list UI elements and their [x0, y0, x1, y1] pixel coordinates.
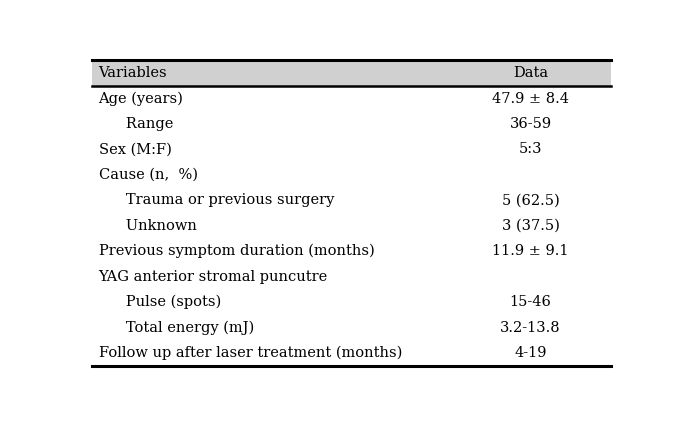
Text: 4-19: 4-19 [514, 346, 547, 360]
Text: Pulse (spots): Pulse (spots) [112, 295, 221, 309]
Text: 11.9 ± 9.1: 11.9 ± 9.1 [493, 244, 569, 258]
Text: 3 (37.5): 3 (37.5) [501, 219, 560, 233]
Text: Range: Range [112, 117, 173, 131]
Text: 5:3: 5:3 [519, 143, 543, 157]
Text: 3.2-13.8: 3.2-13.8 [500, 321, 561, 335]
Text: Previous symptom duration (months): Previous symptom duration (months) [99, 244, 375, 259]
Text: Cause (n,  %): Cause (n, %) [99, 168, 198, 182]
Text: Variables: Variables [99, 66, 167, 80]
Bar [92, 60, 611, 86]
Text: 5 (62.5): 5 (62.5) [501, 193, 560, 207]
Text: Trauma or previous surgery: Trauma or previous surgery [112, 193, 334, 207]
Text: Sex (M:F): Sex (M:F) [99, 143, 172, 157]
Text: 15-46: 15-46 [510, 295, 552, 309]
Text: Unknown: Unknown [112, 219, 197, 233]
Text: Total energy (mJ): Total energy (mJ) [112, 320, 254, 335]
Text: Data: Data [513, 66, 548, 80]
Text: Age (years): Age (years) [99, 92, 183, 106]
Text: Follow up after laser treatment (months): Follow up after laser treatment (months) [99, 346, 402, 360]
Text: 47.9 ± 8.4: 47.9 ± 8.4 [492, 92, 569, 106]
Text: 36-59: 36-59 [510, 117, 552, 131]
Text: YAG anterior stromal puncutre: YAG anterior stromal puncutre [99, 270, 328, 284]
